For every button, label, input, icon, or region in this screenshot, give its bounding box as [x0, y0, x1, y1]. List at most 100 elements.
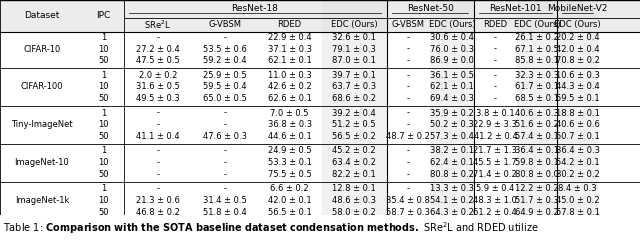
Text: 48.7 ± 0.2: 48.7 ± 0.2 — [387, 132, 430, 141]
Text: 26.1 ± 0.2: 26.1 ± 0.2 — [515, 33, 559, 42]
Text: -: - — [223, 120, 226, 129]
Text: 1: 1 — [101, 33, 106, 42]
Text: 82.2 ± 0.1: 82.2 ± 0.1 — [332, 170, 376, 179]
Text: 51.2 ± 0.5: 51.2 ± 0.5 — [332, 120, 376, 129]
Text: 21.3 ± 0.6: 21.3 ± 0.6 — [136, 196, 180, 205]
Text: RDED: RDED — [278, 20, 301, 29]
Text: CIFAR-100: CIFAR-100 — [20, 82, 63, 91]
Text: 48.3 ± 1.0: 48.3 ± 1.0 — [474, 196, 517, 205]
Text: 65.0 ± 0.5: 65.0 ± 0.5 — [203, 94, 246, 103]
Text: 39.7 ± 0.1: 39.7 ± 0.1 — [332, 71, 376, 80]
Text: 47.5 ± 0.5: 47.5 ± 0.5 — [136, 56, 180, 65]
Text: 35.9 ± 0.2: 35.9 ± 0.2 — [430, 109, 474, 118]
Text: -: - — [156, 184, 159, 193]
Text: 40.6 ± 0.3: 40.6 ± 0.3 — [515, 109, 559, 118]
Text: 45.0 ± 0.2: 45.0 ± 0.2 — [556, 196, 600, 205]
Text: 42.0 ± 0.4: 42.0 ± 0.4 — [556, 44, 600, 53]
Text: 40.6 ± 0.6: 40.6 ± 0.6 — [556, 120, 600, 129]
Text: 62.1 ± 0.1: 62.1 ± 0.1 — [268, 56, 312, 65]
Text: 27.2 ± 0.4: 27.2 ± 0.4 — [136, 44, 180, 53]
Text: 5.9 ± 0.4: 5.9 ± 0.4 — [476, 184, 515, 193]
Text: 36.4 ± 0.1: 36.4 ± 0.1 — [515, 147, 559, 156]
Text: 45.2 ± 0.2: 45.2 ± 0.2 — [332, 147, 376, 156]
Text: 50: 50 — [99, 56, 109, 65]
Text: -: - — [223, 33, 226, 42]
Text: -: - — [223, 170, 226, 179]
Text: -: - — [223, 109, 226, 118]
Text: 59.8 ± 0.1: 59.8 ± 0.1 — [515, 158, 559, 167]
Text: 61.2 ± 0.4: 61.2 ± 0.4 — [474, 208, 517, 217]
Text: -: - — [407, 94, 410, 103]
Bar — [0, 0, 640, 32]
Text: 39.2 ± 0.4: 39.2 ± 0.4 — [332, 109, 376, 118]
Text: 62.1 ± 0.1: 62.1 ± 0.1 — [430, 82, 474, 91]
Bar — [430, 0, 474, 218]
Text: 8.4 ± 0.3: 8.4 ± 0.3 — [558, 184, 597, 193]
Text: 10: 10 — [99, 44, 109, 53]
Text: 62.6 ± 0.1: 62.6 ± 0.1 — [268, 94, 312, 103]
Text: ImageNet-10: ImageNet-10 — [15, 158, 69, 167]
Text: 1: 1 — [101, 184, 106, 193]
Text: CIFAR-10: CIFAR-10 — [23, 44, 61, 53]
Text: 59.5 ± 0.1: 59.5 ± 0.1 — [556, 94, 600, 103]
Text: ImageNet-1k: ImageNet-1k — [15, 196, 69, 205]
Text: 50: 50 — [99, 94, 109, 103]
Text: 86.9 ± 0.0: 86.9 ± 0.0 — [430, 56, 474, 65]
Text: 12.8 ± 0.1: 12.8 ± 0.1 — [332, 184, 376, 193]
Text: ResNet-18: ResNet-18 — [232, 4, 278, 13]
Text: -: - — [407, 158, 410, 167]
Text: 46.8 ± 0.2: 46.8 ± 0.2 — [136, 208, 180, 217]
Text: 50.2 ± 0.3: 50.2 ± 0.3 — [430, 120, 474, 129]
Text: 10: 10 — [99, 82, 109, 91]
Text: -: - — [407, 44, 410, 53]
Text: -: - — [156, 170, 159, 179]
Text: -: - — [407, 170, 410, 179]
Text: 69.4 ± 0.3: 69.4 ± 0.3 — [430, 94, 474, 103]
Text: 37.1 ± 0.3: 37.1 ± 0.3 — [268, 44, 312, 53]
Text: 50.7 ± 0.1: 50.7 ± 0.1 — [556, 132, 600, 141]
Text: -: - — [156, 158, 159, 167]
Text: 38.2 ± 0.1: 38.2 ± 0.1 — [430, 147, 474, 156]
Text: -: - — [494, 33, 497, 42]
Text: 10: 10 — [99, 120, 109, 129]
Text: 42.6 ± 0.2: 42.6 ± 0.2 — [268, 82, 312, 91]
Text: 64.9 ± 0.2: 64.9 ± 0.2 — [515, 208, 559, 217]
Text: 50: 50 — [99, 132, 109, 141]
Text: 68.5 ± 0.1: 68.5 ± 0.1 — [515, 94, 559, 103]
Bar — [322, 0, 387, 218]
Text: 24.9 ± 0.5: 24.9 ± 0.5 — [268, 147, 312, 156]
Text: 45.5 ± 1.7: 45.5 ± 1.7 — [474, 158, 517, 167]
Bar — [517, 0, 557, 218]
Text: 51.8 ± 0.4: 51.8 ± 0.4 — [203, 208, 246, 217]
Text: 3.8 ± 0.1: 3.8 ± 0.1 — [476, 109, 515, 118]
Text: -: - — [494, 94, 497, 103]
Text: 75.5 ± 0.5: 75.5 ± 0.5 — [268, 170, 312, 179]
Text: 36.1 ± 0.5: 36.1 ± 0.5 — [430, 71, 474, 80]
Text: 51.6 ± 0.2: 51.6 ± 0.2 — [515, 120, 559, 129]
Text: 1: 1 — [101, 109, 106, 118]
Text: 62.4 ± 0.1: 62.4 ± 0.1 — [430, 158, 474, 167]
Text: -: - — [407, 184, 410, 193]
Text: 53.3 ± 0.1: 53.3 ± 0.1 — [268, 158, 312, 167]
Text: 12.2 ± 0.2: 12.2 ± 0.2 — [515, 184, 559, 193]
Text: Table 1: $\bf{Comparison\ with\ the\ SOTA\ baseline\ dataset\ condensation\ meth: Table 1: $\bf{Comparison\ with\ the\ SOT… — [3, 220, 539, 235]
Text: -: - — [494, 82, 497, 91]
Text: 18.8 ± 0.1: 18.8 ± 0.1 — [556, 109, 600, 118]
Text: 6.6 ± 0.2: 6.6 ± 0.2 — [270, 184, 309, 193]
Text: 87.0 ± 0.1: 87.0 ± 0.1 — [332, 56, 376, 65]
Text: 63.4 ± 0.2: 63.4 ± 0.2 — [332, 158, 376, 167]
Text: 49.5 ± 0.3: 49.5 ± 0.3 — [136, 94, 180, 103]
Text: 61.7 ± 0.1: 61.7 ± 0.1 — [515, 82, 559, 91]
Text: 54.2 ± 0.1: 54.2 ± 0.1 — [556, 158, 600, 167]
Text: -: - — [223, 158, 226, 167]
Text: 21.7 ± 1.3: 21.7 ± 1.3 — [474, 147, 517, 156]
Text: IPC: IPC — [97, 11, 111, 20]
Text: -: - — [156, 147, 159, 156]
Text: 80.8 ± 0.0: 80.8 ± 0.0 — [515, 170, 559, 179]
Text: 63.7 ± 0.3: 63.7 ± 0.3 — [332, 82, 376, 91]
Bar — [557, 0, 598, 218]
Text: 53.5 ± 0.6: 53.5 ± 0.6 — [203, 44, 246, 53]
Text: G-VBSM: G-VBSM — [208, 20, 241, 29]
Text: 44.3 ± 0.4: 44.3 ± 0.4 — [556, 82, 600, 91]
Text: Dataset: Dataset — [24, 11, 60, 20]
